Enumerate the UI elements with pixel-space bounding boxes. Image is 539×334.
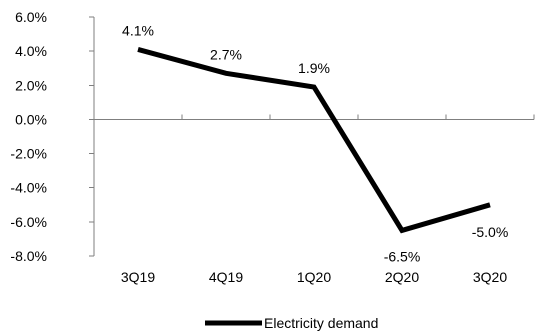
series-line-electricity-demand: [137, 46, 491, 234]
y-tick-label: 6.0%: [15, 9, 47, 25]
x-tick-label: 4Q19: [209, 269, 243, 285]
y-axis: 6.0% 4.0% 2.0% 0.0% -2.0% -4.0% -6.0% -8.0%: [10, 9, 95, 264]
data-label: 2.7%: [210, 46, 242, 62]
y-tick-label: -8.0%: [10, 248, 47, 264]
y-tick-label: -6.0%: [10, 214, 47, 230]
x-tick-label: 3Q19: [121, 269, 155, 285]
y-tick-label: 4.0%: [15, 43, 47, 59]
legend-label-electricity-demand: Electricity demand: [264, 315, 378, 331]
y-tick-label: 2.0%: [15, 77, 47, 93]
data-label: -5.0%: [472, 224, 509, 240]
y-tick-label: -4.0%: [10, 180, 47, 196]
y-tick-label: 0.0%: [15, 111, 47, 127]
x-tick-label: 2Q20: [385, 269, 419, 285]
x-axis: 3Q19 4Q19 1Q20 2Q20 3Q20: [93, 114, 535, 285]
data-label: 1.9%: [298, 60, 330, 76]
series-layer: [137, 46, 491, 234]
x-tick-label: 1Q20: [297, 269, 331, 285]
x-tick-label: 3Q20: [473, 269, 507, 285]
legend: Electricity demand: [205, 315, 378, 331]
data-label: -6.5%: [384, 248, 421, 264]
data-label: 4.1%: [122, 22, 154, 38]
data-labels: 4.1% 2.7% 1.9% -6.5% -5.0%: [122, 22, 508, 264]
y-tick-label: -2.0%: [10, 146, 47, 162]
